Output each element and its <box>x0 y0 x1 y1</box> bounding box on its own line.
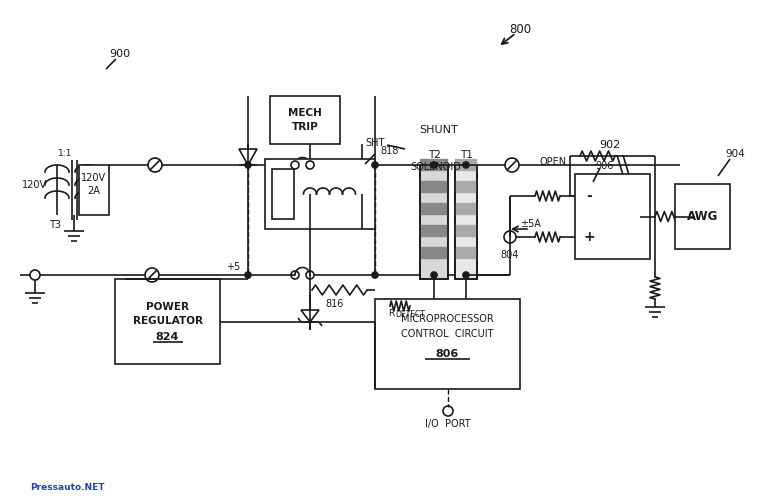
Bar <box>455 165 477 279</box>
Bar <box>455 181 477 193</box>
Text: 902: 902 <box>599 140 621 150</box>
Polygon shape <box>301 310 319 322</box>
Bar <box>420 165 448 279</box>
Text: Pressauto.NET: Pressauto.NET <box>30 483 104 492</box>
Text: SHUNT: SHUNT <box>419 125 458 135</box>
Text: ±5A: ±5A <box>520 219 541 229</box>
Bar <box>455 159 477 171</box>
Bar <box>455 203 477 215</box>
Text: 120V: 120V <box>22 180 48 190</box>
Text: POWER: POWER <box>146 302 189 312</box>
Text: 800: 800 <box>509 22 531 35</box>
Text: SOLENOID: SOLENOID <box>410 162 461 172</box>
Bar <box>115 279 220 364</box>
Polygon shape <box>239 149 257 165</box>
Text: CONTROL  CIRCUIT: CONTROL CIRCUIT <box>401 329 494 339</box>
Text: SHT: SHT <box>366 138 385 148</box>
Text: 824: 824 <box>156 332 179 342</box>
Circle shape <box>431 162 437 168</box>
Text: T3: T3 <box>49 220 61 230</box>
Text: R: R <box>388 309 394 318</box>
Text: -: - <box>586 189 592 203</box>
Text: 818: 818 <box>380 146 399 156</box>
Text: 804: 804 <box>501 250 519 260</box>
Text: 806: 806 <box>436 349 459 359</box>
Text: +5: +5 <box>226 262 240 272</box>
Text: MECH: MECH <box>288 108 322 118</box>
Bar <box>375 299 520 389</box>
Bar <box>455 247 477 259</box>
Text: REGULATOR: REGULATOR <box>133 316 203 326</box>
Bar <box>575 174 650 259</box>
Text: AWG: AWG <box>687 210 718 223</box>
Text: TRIP: TRIP <box>292 122 319 132</box>
Text: 2A: 2A <box>88 186 101 196</box>
Bar <box>79 165 109 215</box>
Circle shape <box>245 162 251 168</box>
Bar <box>455 165 477 279</box>
Bar <box>420 181 448 193</box>
Polygon shape <box>583 186 640 247</box>
Text: +: + <box>583 230 594 244</box>
Text: OPEN: OPEN <box>540 157 567 167</box>
Text: 900: 900 <box>109 49 131 59</box>
Bar <box>265 159 375 229</box>
Text: 1:1: 1:1 <box>58 149 72 158</box>
Text: I/O  PORT: I/O PORT <box>425 419 471 429</box>
Text: 120V: 120V <box>81 173 107 183</box>
Text: 904: 904 <box>725 149 745 159</box>
Text: DETECT: DETECT <box>395 310 425 319</box>
Bar <box>420 203 448 215</box>
Bar <box>270 96 340 144</box>
Text: T2: T2 <box>428 150 440 160</box>
Bar <box>455 225 477 237</box>
Bar <box>420 159 448 171</box>
Circle shape <box>372 162 378 168</box>
Text: 906: 906 <box>595 161 614 171</box>
Text: 816: 816 <box>325 299 343 309</box>
Text: T1: T1 <box>459 150 472 160</box>
Bar <box>272 169 294 219</box>
Bar <box>420 247 448 259</box>
Circle shape <box>431 272 437 278</box>
Circle shape <box>245 272 251 278</box>
Bar <box>420 165 448 279</box>
Circle shape <box>372 272 378 278</box>
Circle shape <box>30 270 40 280</box>
Circle shape <box>463 272 469 278</box>
Bar <box>420 225 448 237</box>
Text: MICROPROCESSOR: MICROPROCESSOR <box>401 314 494 324</box>
Bar <box>675 184 730 249</box>
Circle shape <box>463 162 469 168</box>
